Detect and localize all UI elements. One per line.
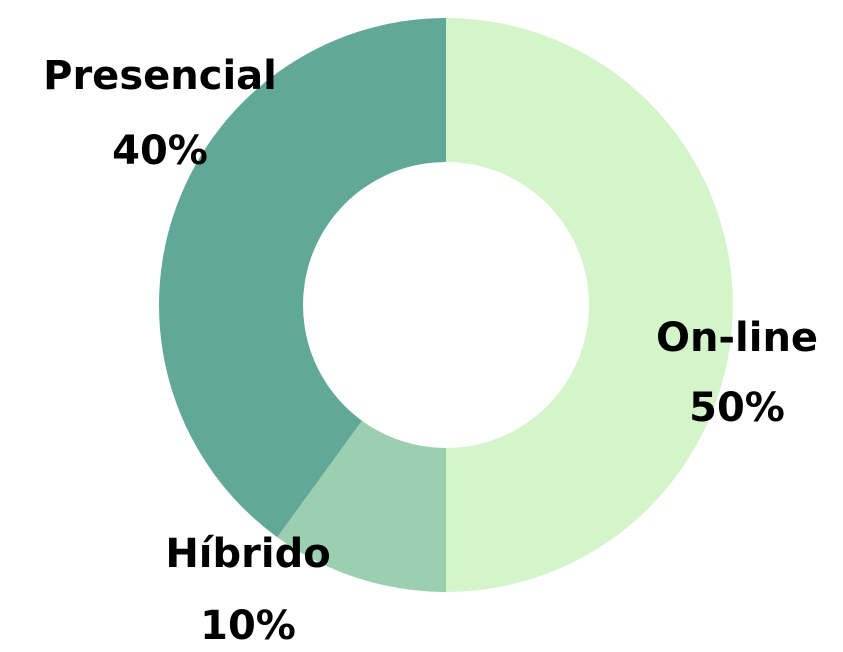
slice-label: Presencial xyxy=(43,53,277,99)
donut-slice xyxy=(446,18,733,592)
donut-slice xyxy=(159,18,447,538)
slice-value-label: 10% xyxy=(200,603,296,649)
slice-label: On-line xyxy=(656,315,818,361)
slice-label: Híbrido xyxy=(165,531,330,577)
slice-value-label: 40% xyxy=(112,128,208,174)
slice-value-label: 50% xyxy=(689,385,785,431)
donut-slice xyxy=(277,420,446,592)
